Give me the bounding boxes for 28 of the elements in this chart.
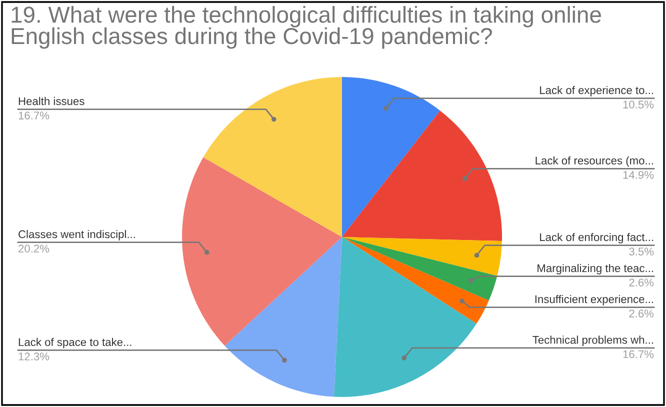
data-label: 2.6%: [629, 278, 654, 286]
data-label: 3.5%: [629, 248, 654, 256]
pie-slice: [182, 157, 342, 346]
pie-slice: [203, 77, 342, 237]
pie-slice: [342, 237, 489, 324]
data-label: 2.6%: [629, 310, 654, 318]
data-label: 14.9%: [623, 171, 654, 179]
pie-slice: [334, 237, 477, 397]
chart-title: 19. What were the technological difficulties in taking online English classes during the Covid-19 pandemic?: [12, 6, 601, 49]
data-label: 16.7%: [623, 350, 654, 358]
data-label: 20.2%: [18, 244, 50, 253]
pie-slice: [342, 77, 440, 237]
slice-label: Insufficient experience...: [535, 294, 653, 306]
slice-label: Technical problems wh...: [532, 336, 653, 346]
data-label: 10.5%: [623, 100, 654, 108]
slice-label: Classes went indiscipl...: [18, 230, 135, 240]
data-label: 12.3%: [18, 352, 50, 360]
slice-label: Health issues: [18, 96, 84, 106]
slice-label: Lack of experience to...: [540, 86, 653, 96]
pie-slice: [342, 110, 502, 242]
slice-label: Lack of enforcing fact...: [540, 232, 653, 244]
pie-slice: [224, 237, 342, 397]
slice-label: Lack of resources (mo...: [536, 156, 653, 167]
slice-label: Marginalizing the teac...: [538, 264, 653, 274]
data-label: 16.7%: [18, 112, 50, 120]
slice-label: Lack of space to take...: [18, 338, 132, 348]
pie-slice: [342, 237, 502, 276]
pie-slice: [342, 237, 498, 301]
